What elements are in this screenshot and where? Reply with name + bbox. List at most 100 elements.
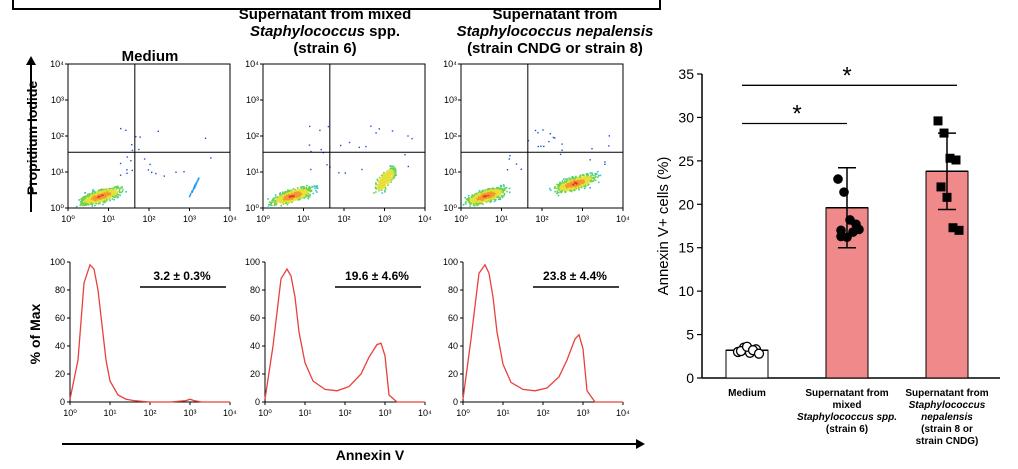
event-dot bbox=[490, 199, 492, 201]
event-dot bbox=[579, 176, 581, 178]
hist-x-axis-label: Annexin V bbox=[335, 447, 405, 463]
event-dot bbox=[493, 200, 496, 203]
event-dot bbox=[378, 188, 380, 191]
event-dot bbox=[499, 184, 502, 187]
y-tick-label: 20 bbox=[250, 369, 260, 379]
event-dot bbox=[118, 191, 121, 193]
event-dot bbox=[561, 190, 564, 192]
event-dot bbox=[288, 192, 291, 194]
hist-x-axis-arrowhead bbox=[636, 439, 645, 449]
event-dot bbox=[407, 135, 409, 137]
event-dot bbox=[89, 201, 91, 203]
event-dot bbox=[110, 191, 112, 193]
event-dot bbox=[97, 199, 99, 201]
event-dot bbox=[570, 188, 572, 191]
event-dot bbox=[283, 202, 286, 204]
event-dot bbox=[88, 193, 91, 195]
event-dot bbox=[588, 176, 591, 178]
event-dot bbox=[390, 171, 392, 173]
event-dot bbox=[384, 179, 387, 182]
event-dot bbox=[581, 174, 584, 177]
event-dot bbox=[97, 193, 100, 196]
event-dot bbox=[99, 189, 101, 191]
event-dot bbox=[275, 203, 278, 206]
event-dot bbox=[90, 202, 92, 205]
x-tick-label: 10⁴ bbox=[223, 214, 237, 224]
event-dot bbox=[361, 168, 363, 171]
event-dot bbox=[91, 194, 93, 197]
header-mixed-line1: Supernatant from mixed bbox=[238, 6, 412, 23]
event-dot bbox=[394, 167, 396, 170]
event-dot bbox=[384, 184, 386, 186]
event-dot bbox=[116, 191, 118, 193]
flow-y-axis-arrow-line bbox=[30, 62, 32, 212]
event-dot bbox=[310, 190, 313, 192]
histogram-curve bbox=[264, 267, 425, 403]
event-dot bbox=[305, 192, 307, 194]
event-dot bbox=[597, 170, 599, 173]
event-dot bbox=[592, 174, 595, 177]
event-dot bbox=[82, 199, 84, 201]
event-dot bbox=[99, 194, 102, 196]
event-dot bbox=[492, 194, 494, 197]
event-dot bbox=[564, 180, 566, 182]
flow-plot-mixed: 10⁰ 10¹ 10² 10³ 10⁴ 10⁰ 10¹ 10² 10³ 10⁴ bbox=[245, 59, 432, 224]
event-dot bbox=[102, 191, 104, 193]
event-dot bbox=[192, 190, 194, 192]
y-tick-label: 10³ bbox=[246, 95, 259, 105]
event-dot bbox=[291, 201, 293, 203]
event-dot bbox=[376, 178, 379, 181]
event-dot bbox=[286, 192, 288, 195]
event-dot bbox=[285, 199, 287, 201]
event-dot bbox=[298, 194, 300, 196]
event-dot bbox=[482, 199, 484, 201]
event-dot bbox=[594, 176, 597, 178]
event-dot bbox=[559, 186, 561, 188]
event-dot bbox=[491, 196, 493, 198]
event-dot bbox=[476, 202, 478, 205]
event-dot bbox=[481, 190, 484, 193]
event-dot bbox=[568, 187, 571, 190]
event-dot bbox=[591, 180, 593, 183]
event-dot bbox=[473, 202, 476, 204]
x-tick-label: 10² bbox=[535, 214, 548, 224]
event-dot bbox=[315, 185, 317, 187]
y-tick-label: 100 bbox=[245, 257, 260, 267]
event-dot bbox=[584, 185, 587, 188]
event-dot bbox=[382, 179, 385, 182]
event-dot bbox=[585, 178, 587, 181]
event-dot bbox=[97, 196, 99, 199]
event-dot bbox=[108, 195, 110, 198]
event-dot bbox=[309, 193, 311, 196]
event-dot bbox=[582, 181, 585, 184]
event-dot bbox=[490, 189, 493, 192]
event-dot bbox=[385, 175, 388, 178]
event-dot bbox=[481, 200, 483, 202]
event-dot bbox=[310, 150, 312, 153]
event-dot bbox=[83, 199, 86, 202]
event-dot bbox=[379, 180, 382, 182]
y-tick-label: 10³ bbox=[444, 95, 457, 105]
event-dot bbox=[381, 179, 384, 181]
event-dot bbox=[96, 200, 98, 203]
event-dot bbox=[393, 169, 396, 171]
event-dot bbox=[479, 198, 482, 201]
category-label-line: mixed bbox=[833, 400, 862, 411]
header-medium: Medium bbox=[121, 48, 179, 65]
event-dot bbox=[92, 189, 94, 191]
event-dot bbox=[189, 194, 192, 196]
event-dot bbox=[562, 184, 565, 187]
event-dot bbox=[472, 194, 474, 197]
event-dot bbox=[286, 203, 289, 206]
event-dot bbox=[113, 192, 115, 195]
x-tick-label: 10² bbox=[337, 214, 350, 224]
event-dot bbox=[272, 199, 275, 202]
event-dot bbox=[286, 195, 289, 198]
event-dot bbox=[107, 192, 109, 194]
event-dot bbox=[469, 202, 472, 205]
event-dot bbox=[94, 204, 96, 207]
event-dot bbox=[479, 197, 481, 199]
event-dot bbox=[295, 197, 298, 200]
event-dot bbox=[559, 187, 562, 190]
header-mixed: Supernatant from mixed Staphylococcus sp… bbox=[230, 6, 420, 57]
